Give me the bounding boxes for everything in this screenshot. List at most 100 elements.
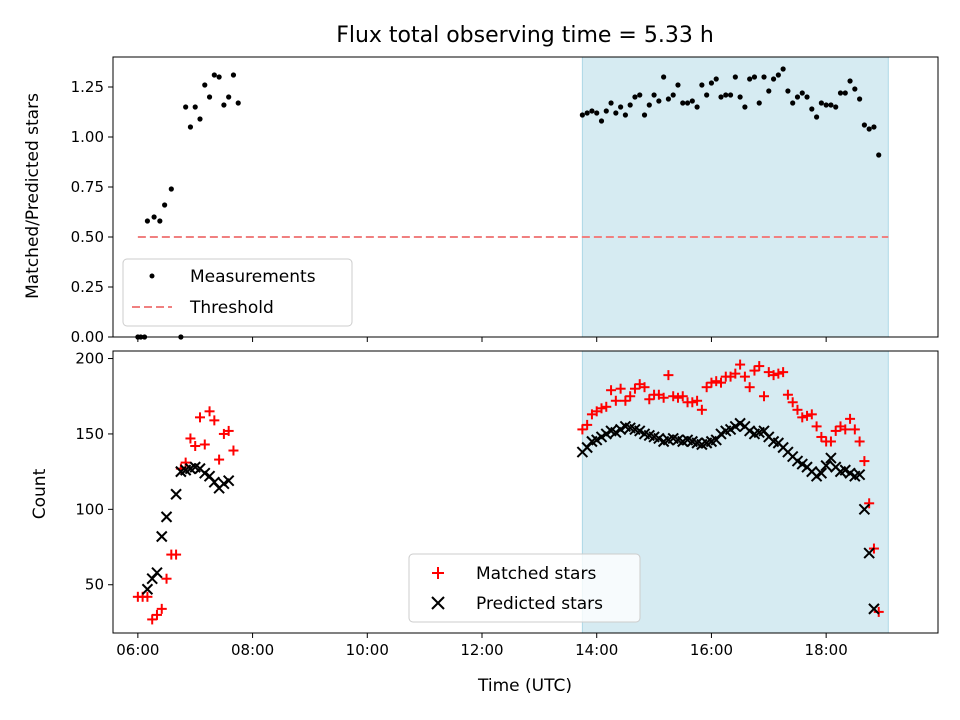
- measurement-point: [813, 114, 820, 120]
- matched-star-point: [711, 376, 722, 387]
- matched-star-point: [663, 370, 674, 381]
- measurement-point: [603, 108, 609, 114]
- measurement-point: [794, 94, 801, 100]
- matched-star-point: [873, 606, 884, 617]
- measurement-point: [211, 72, 217, 78]
- matched-star-point: [190, 441, 201, 452]
- measurement-point: [876, 152, 882, 158]
- matched-star-point: [840, 424, 851, 435]
- measurement-point: [704, 92, 710, 98]
- legend-measurements: Measurements: [190, 267, 316, 287]
- measurement-point: [197, 116, 203, 122]
- observing-window-shade: [581, 56, 889, 338]
- bottom-y-axis-label: Count: [30, 468, 50, 519]
- measurement-point: [766, 88, 772, 94]
- legend-matched: Matched stars: [476, 564, 596, 584]
- predicted-star-point: [160, 511, 173, 523]
- predicted-star-point: [151, 566, 163, 579]
- matched-star-point: [639, 382, 650, 393]
- matched-star-point: [199, 439, 210, 450]
- matched-star-point: [816, 431, 827, 442]
- measurement-point: [641, 112, 648, 118]
- measurement-point: [727, 92, 734, 98]
- predicted-star-point: [853, 468, 866, 481]
- bottom-axes-frame: [112, 350, 939, 634]
- matched-star-point: [582, 419, 593, 430]
- measurement-point: [718, 94, 724, 100]
- top-y-ticks: 0.00 0.25 0.50 0.75 1.00 1.25: [71, 78, 113, 346]
- measurement-point: [651, 92, 657, 98]
- measurement-point: [761, 74, 767, 80]
- measurement-point: [656, 98, 662, 104]
- bottom-panel-counts: 06:00 08:00 10:00 12:00 14:00 16:00 18:00 50 10…: [30, 350, 939, 696]
- x-tick-label: 14:00: [575, 641, 618, 659]
- matched-star-point: [701, 382, 712, 393]
- matched-star-point: [739, 371, 750, 382]
- measurement-point: [866, 126, 872, 132]
- matched-star-point: [668, 391, 679, 402]
- measurement-point: [809, 106, 815, 112]
- matched-star-point: [792, 404, 803, 415]
- matched-star-point: [644, 394, 655, 405]
- predicted-star-point: [156, 530, 168, 543]
- y-tick-label: 0.25: [71, 278, 104, 296]
- matched-star-point: [214, 454, 225, 465]
- matched-star-point: [610, 395, 621, 406]
- top-panel-ratio: 0.00 0.25 0.50 0.75 1.00 1.25 Flux total obse…: [23, 23, 939, 346]
- matched-star-point: [147, 614, 158, 625]
- matched-star-point: [797, 412, 808, 423]
- y-tick-label: 1.00: [71, 128, 104, 146]
- top-y-axis-label: Matched/Predicted stars: [23, 93, 43, 299]
- measurement-point: [226, 94, 232, 100]
- legend-predicted: Predicted stars: [476, 594, 603, 614]
- top-x-ticks: [137, 337, 827, 342]
- bottom-legend-box: [408, 553, 641, 623]
- measurement-point: [747, 76, 753, 82]
- top-legend-box: [122, 258, 353, 327]
- measurement-point: [661, 74, 667, 80]
- measurements-legend-marker: [149, 273, 155, 279]
- y-tick-label: 0.00: [71, 328, 104, 346]
- matched-star-point: [151, 609, 162, 620]
- matched-star-point: [228, 445, 239, 456]
- measurement-point: [785, 88, 791, 94]
- matched-star-point: [864, 498, 875, 509]
- measurement-point: [221, 102, 227, 108]
- matched-star-point: [692, 395, 703, 406]
- y-tick-label: 1.25: [71, 78, 104, 96]
- matched-star-point: [223, 425, 234, 436]
- measurement-point: [684, 100, 691, 106]
- matched-star-point: [606, 385, 617, 396]
- measurement-point: [594, 110, 600, 116]
- predicted-star-point: [868, 603, 880, 615]
- matched-star-point: [596, 403, 607, 414]
- matched-star-point: [735, 359, 746, 370]
- y-tick-label: 150: [75, 425, 104, 443]
- y-tick-label: 200: [75, 350, 104, 368]
- measurement-point: [579, 112, 585, 118]
- measurement-point: [775, 72, 781, 78]
- measurement-point: [216, 74, 222, 80]
- measurement-point: [732, 74, 738, 80]
- predicted-star-point: [815, 467, 828, 479]
- matched-star-point: [615, 383, 626, 394]
- measurement-point: [162, 202, 168, 208]
- predicted-star-point: [141, 583, 154, 595]
- matched-star-point: [845, 413, 856, 424]
- measurement-point: [699, 82, 705, 88]
- measurement-point: [670, 92, 676, 98]
- predicted-star-point: [825, 452, 837, 464]
- x-tick-label: 16:00: [690, 641, 733, 659]
- predicted-star-point: [820, 459, 832, 472]
- matched-star-point: [768, 370, 779, 381]
- predicted-star-point: [858, 503, 871, 516]
- matched-star-point: [782, 389, 793, 400]
- measurement-point: [608, 100, 614, 106]
- measurement-point: [151, 214, 157, 220]
- matched-star-point: [854, 436, 865, 447]
- measurement-point: [665, 96, 672, 102]
- measurement-point: [598, 118, 605, 124]
- measurement-point: [632, 94, 638, 100]
- matched-star-point: [577, 424, 588, 435]
